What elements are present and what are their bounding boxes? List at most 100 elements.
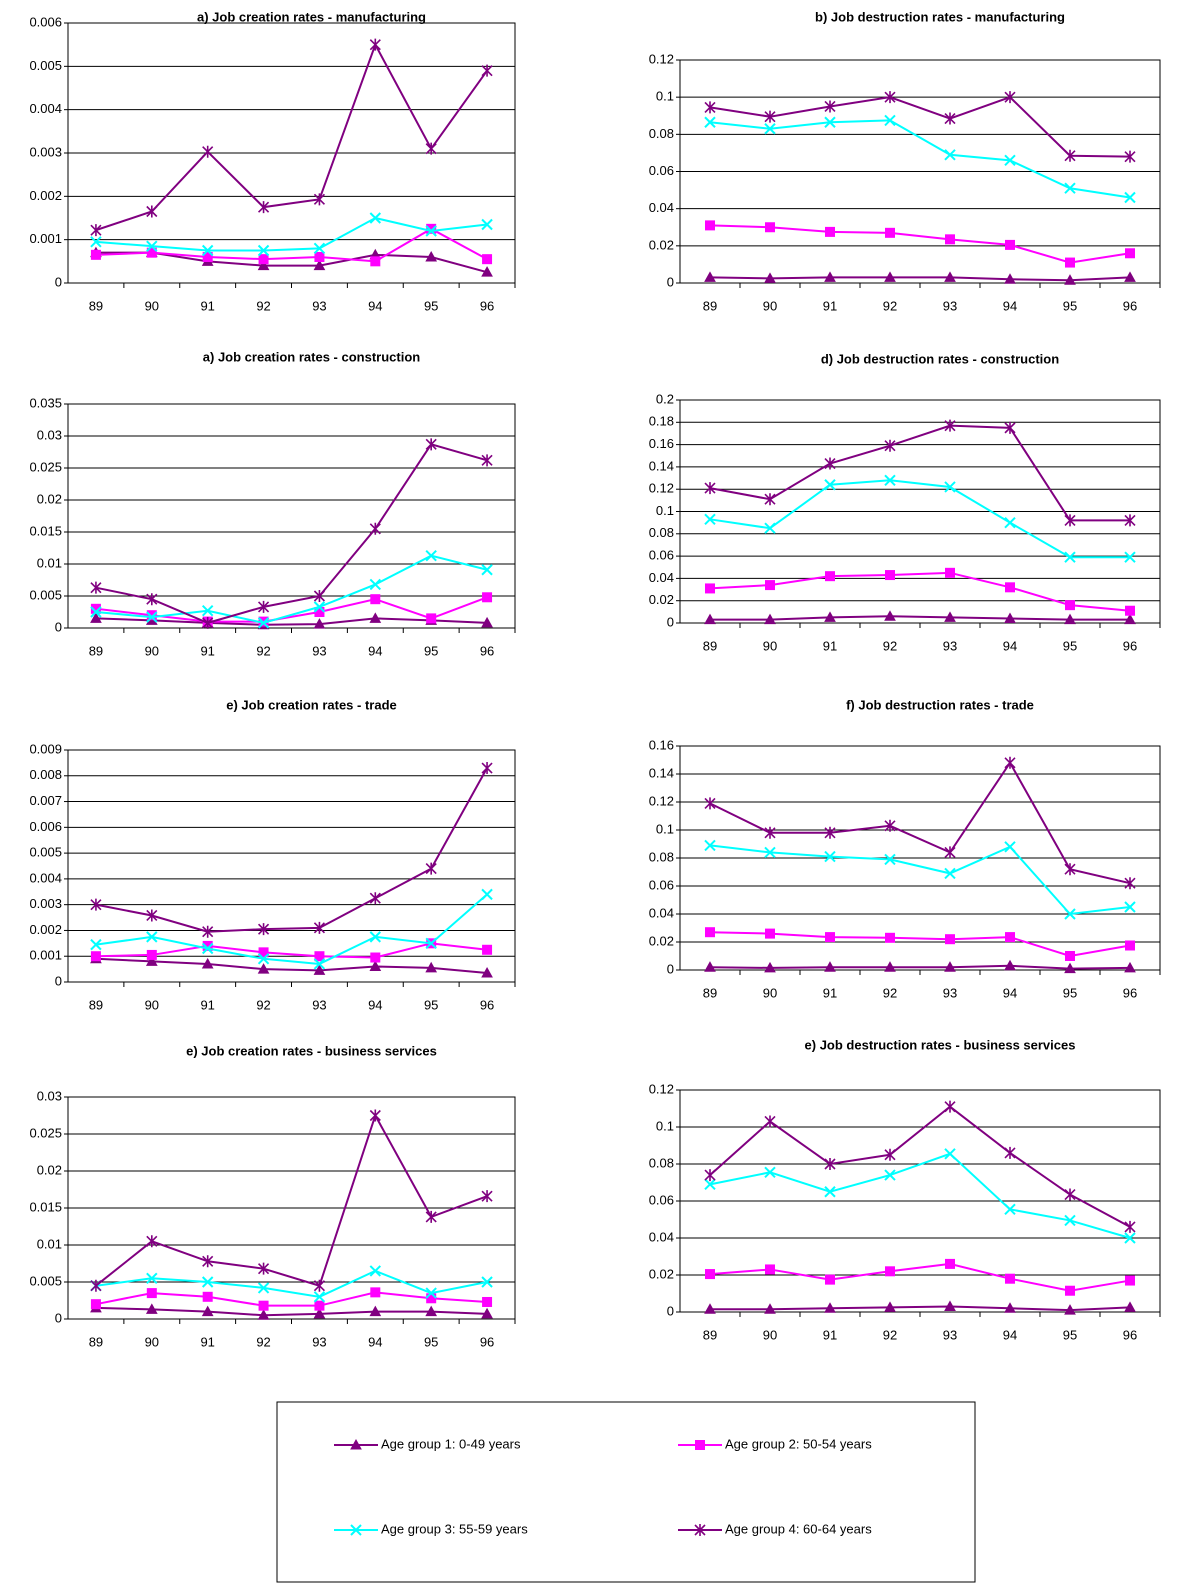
data-point bbox=[1125, 248, 1135, 259]
x-tick-label: 94 bbox=[368, 997, 382, 1012]
x-tick-label: 92 bbox=[883, 638, 897, 653]
data-point bbox=[146, 949, 157, 960]
series-line bbox=[709, 571, 1131, 612]
data-point bbox=[90, 236, 102, 248]
series-line bbox=[95, 216, 488, 252]
data-point bbox=[764, 961, 776, 973]
x-tick-label: 93 bbox=[312, 643, 326, 658]
series-line bbox=[95, 554, 488, 624]
data-point bbox=[425, 937, 437, 950]
x-tick-label: 96 bbox=[1123, 1327, 1137, 1342]
data-point bbox=[1124, 514, 1136, 527]
x-tick-label: 89 bbox=[89, 298, 103, 313]
data-point bbox=[884, 91, 896, 104]
y-tick-label: 0.01 bbox=[37, 1236, 62, 1251]
y-tick-label: 0.12 bbox=[649, 51, 674, 66]
data-point bbox=[369, 960, 382, 972]
data-point bbox=[764, 272, 776, 283]
data-point bbox=[1005, 582, 1015, 593]
data-point bbox=[945, 567, 955, 578]
y-tick-label: 0.2 bbox=[656, 391, 674, 406]
data-point bbox=[202, 925, 214, 938]
data-point bbox=[146, 240, 158, 252]
x-tick-label: 95 bbox=[1063, 298, 1077, 313]
data-point bbox=[145, 955, 158, 966]
data-point bbox=[764, 1303, 776, 1314]
data-point bbox=[884, 439, 896, 452]
y-tick-label: 0 bbox=[667, 614, 674, 629]
chart-title: a) Job creation rates - manufacturing bbox=[197, 9, 426, 24]
x-tick-label: 93 bbox=[943, 985, 957, 1000]
data-point bbox=[944, 149, 956, 161]
data-point bbox=[1064, 1188, 1076, 1201]
x-tick-label: 91 bbox=[823, 1327, 837, 1342]
data-point bbox=[313, 964, 326, 975]
data-point bbox=[201, 957, 214, 969]
y-tick-label: 0 bbox=[55, 973, 62, 988]
data-point bbox=[257, 963, 270, 974]
series-line bbox=[95, 942, 488, 959]
data-point bbox=[258, 254, 269, 265]
y-tick-label: 0.005 bbox=[29, 587, 62, 602]
data-point bbox=[764, 846, 776, 859]
data-point bbox=[764, 123, 776, 135]
legend-marker bbox=[694, 1524, 706, 1536]
legend-label: Age group 1: 0-49 years bbox=[381, 1436, 521, 1451]
series-line bbox=[710, 615, 1130, 621]
data-point bbox=[481, 64, 493, 77]
data-point bbox=[146, 909, 158, 922]
data-point bbox=[1064, 182, 1076, 194]
data-point bbox=[1004, 516, 1016, 529]
data-point bbox=[884, 474, 896, 486]
series-line bbox=[709, 424, 1130, 522]
y-tick-label: 0.02 bbox=[37, 491, 62, 506]
data-point bbox=[313, 921, 326, 934]
data-point bbox=[705, 583, 715, 594]
data-point bbox=[944, 419, 956, 432]
data-point bbox=[90, 1299, 101, 1310]
x-tick-label: 95 bbox=[424, 997, 438, 1012]
y-tick-label: 0.16 bbox=[649, 436, 674, 451]
data-point bbox=[425, 1305, 438, 1317]
x-tick-label: 92 bbox=[883, 1327, 897, 1342]
data-point bbox=[314, 607, 325, 617]
x-tick-label: 95 bbox=[1063, 638, 1077, 653]
data-point bbox=[425, 225, 437, 237]
data-point bbox=[313, 1291, 326, 1303]
data-point bbox=[1005, 1273, 1015, 1284]
data-point bbox=[425, 438, 437, 451]
data-point bbox=[884, 114, 896, 127]
data-point bbox=[481, 218, 493, 231]
data-point bbox=[764, 522, 776, 534]
legend-box bbox=[276, 1401, 976, 1583]
data-point bbox=[944, 961, 956, 972]
data-point bbox=[370, 1287, 381, 1298]
y-tick-label: 0.025 bbox=[29, 1125, 62, 1140]
data-point bbox=[1125, 1275, 1135, 1286]
data-point bbox=[90, 249, 101, 260]
x-tick-label: 90 bbox=[145, 643, 159, 658]
data-point bbox=[764, 613, 776, 625]
series-line bbox=[709, 119, 1131, 199]
y-tick-label: 0.08 bbox=[649, 525, 674, 540]
data-point bbox=[1004, 154, 1016, 167]
x-tick-label: 90 bbox=[763, 638, 777, 653]
data-point bbox=[765, 222, 775, 233]
data-point bbox=[885, 932, 895, 943]
data-point bbox=[425, 862, 437, 875]
data-point bbox=[1124, 901, 1136, 913]
data-point bbox=[704, 839, 716, 852]
data-point bbox=[425, 142, 437, 155]
y-tick-label: 0.06 bbox=[649, 163, 674, 178]
data-point bbox=[1065, 951, 1075, 961]
y-tick-label: 0.005 bbox=[29, 1273, 62, 1288]
data-point bbox=[1065, 1285, 1075, 1296]
data-point bbox=[704, 101, 716, 114]
x-tick-label: 89 bbox=[89, 997, 103, 1012]
y-tick-label: 0.03 bbox=[37, 1088, 62, 1103]
chart-title: e) Job creation rates - trade bbox=[226, 697, 397, 712]
data-point bbox=[426, 1293, 437, 1304]
data-point bbox=[1005, 932, 1015, 943]
data-point bbox=[705, 927, 715, 938]
data-point bbox=[257, 600, 270, 613]
